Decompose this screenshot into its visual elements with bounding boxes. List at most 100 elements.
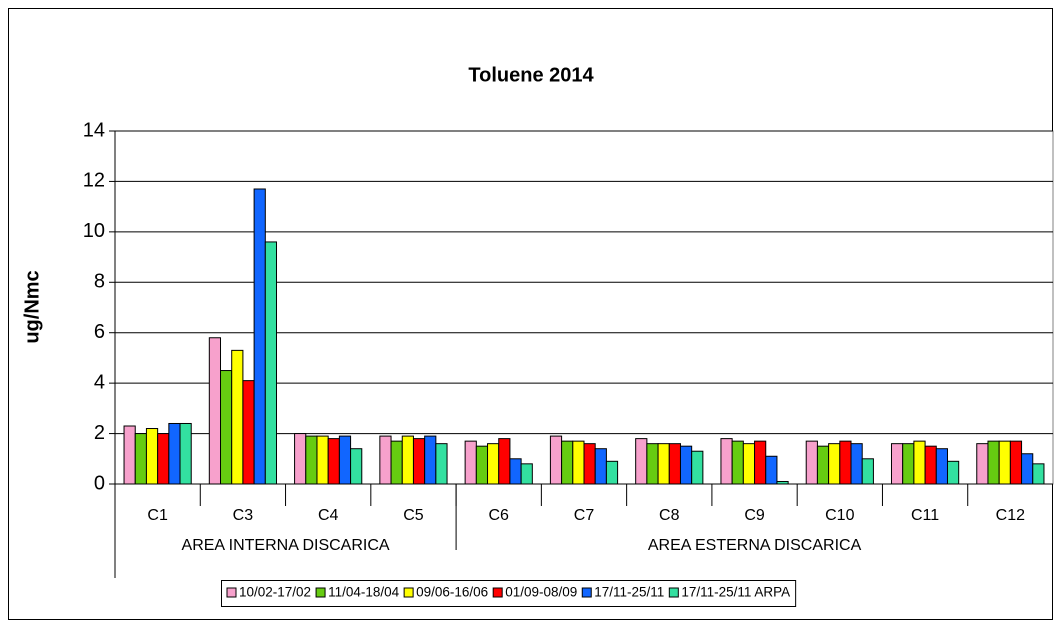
y-tick-label: 2 xyxy=(94,422,105,444)
bar xyxy=(583,443,596,485)
bar xyxy=(379,435,392,485)
legend-label: 17/11-25/11 xyxy=(594,585,664,600)
bar xyxy=(549,435,563,485)
chart-title: Toluene 2014 xyxy=(468,64,594,86)
bar xyxy=(424,435,437,485)
x-tick-label: C12 xyxy=(996,507,1025,524)
legend-swatch xyxy=(492,587,503,598)
bar xyxy=(913,440,926,485)
bar xyxy=(946,460,960,485)
y-tick-label: 10 xyxy=(83,220,105,242)
legend-swatch xyxy=(403,587,414,598)
bar xyxy=(594,448,607,485)
bar xyxy=(350,448,363,485)
legend-swatch xyxy=(315,587,326,598)
bar xyxy=(924,445,937,485)
bar xyxy=(754,440,767,485)
bar xyxy=(998,440,1011,485)
bar xyxy=(220,370,233,485)
x-tick-label: C9 xyxy=(744,507,765,524)
bar xyxy=(242,380,255,485)
bar xyxy=(338,435,352,485)
bar xyxy=(828,443,841,485)
bar xyxy=(134,433,147,485)
bar xyxy=(401,435,414,485)
bar xyxy=(890,443,904,485)
bar xyxy=(435,443,448,485)
bar xyxy=(839,440,852,485)
bar xyxy=(412,438,426,485)
y-tick-label: 4 xyxy=(94,371,105,393)
bar xyxy=(145,428,159,485)
legend-swatch xyxy=(581,587,592,598)
bar xyxy=(509,458,522,485)
legend-label: 11/04-18/04 xyxy=(328,585,400,600)
bar xyxy=(475,445,489,485)
y-axis-label: ug/Nmc xyxy=(21,270,43,343)
y-tick-label: 12 xyxy=(83,170,105,192)
x-tick-label: C8 xyxy=(659,507,680,524)
legend-swatch xyxy=(668,587,679,598)
bar xyxy=(731,440,744,485)
x-tick-label: C10 xyxy=(825,507,854,524)
bar xyxy=(720,438,733,485)
bar xyxy=(657,443,670,485)
bar xyxy=(976,443,989,485)
y-tick-label: 0 xyxy=(94,472,105,494)
legend-swatch xyxy=(226,587,237,598)
legend-label: 17/11-25/11 ARPA xyxy=(681,585,790,600)
group-label: AREA INTERNA DISCARICA xyxy=(182,537,390,554)
bar xyxy=(264,241,278,485)
group-label: AREA ESTERNA DISCARICA xyxy=(648,537,862,554)
bar xyxy=(520,463,533,485)
bar xyxy=(605,460,619,485)
bar xyxy=(294,433,307,485)
bar xyxy=(668,443,681,485)
bar xyxy=(487,443,500,485)
bar xyxy=(498,438,511,485)
bar xyxy=(208,337,222,485)
x-tick-label: C3 xyxy=(233,507,254,524)
bar xyxy=(679,445,693,485)
bar xyxy=(572,440,585,485)
bar xyxy=(742,443,756,485)
bar xyxy=(253,188,266,485)
bar xyxy=(231,349,244,485)
bar xyxy=(561,440,574,485)
bar xyxy=(157,433,170,485)
bar xyxy=(327,438,340,485)
bar xyxy=(1032,463,1045,485)
y-tick-label: 8 xyxy=(94,271,105,293)
bar xyxy=(168,422,181,485)
x-tick-label: C5 xyxy=(403,507,424,524)
x-tick-label: C1 xyxy=(147,507,168,524)
bar xyxy=(1021,453,1034,485)
x-tick-label: C6 xyxy=(489,507,510,524)
x-tick-label: C11 xyxy=(911,507,939,524)
bar xyxy=(464,440,477,485)
bar xyxy=(850,443,863,485)
bar xyxy=(123,425,136,485)
x-tick-label: C4 xyxy=(318,507,339,524)
legend-label: 09/06-16/06 xyxy=(416,585,488,600)
x-tick-label: C7 xyxy=(574,507,595,524)
bar xyxy=(390,440,403,485)
y-tick-label: 6 xyxy=(94,321,105,343)
bar xyxy=(805,440,818,485)
bar xyxy=(935,448,948,485)
legend-label: 01/09-08/09 xyxy=(505,585,577,600)
bar xyxy=(1009,440,1023,485)
bar xyxy=(765,455,778,485)
bar xyxy=(635,438,648,485)
bar xyxy=(861,458,874,485)
legend-label: 10/02-17/02 xyxy=(239,585,311,600)
bar xyxy=(646,443,659,485)
bar xyxy=(816,445,830,485)
bar xyxy=(987,440,1000,485)
bar xyxy=(305,435,318,485)
bar xyxy=(902,443,915,485)
bar xyxy=(316,435,329,485)
y-tick-label: 14 xyxy=(83,119,105,141)
bar xyxy=(691,450,704,485)
